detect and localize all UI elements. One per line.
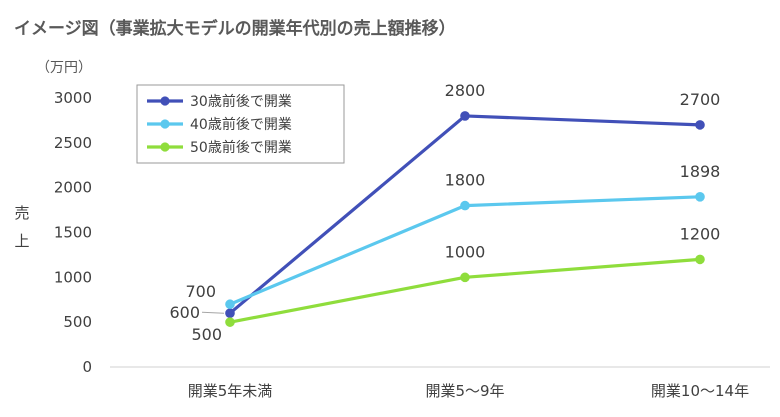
data-point <box>460 272 470 283</box>
legend: 30歳前後で開業 40歳前後で開業 50歳前後で開業 <box>136 84 345 164</box>
y-tick-label: 0 <box>82 358 92 376</box>
data-point <box>695 120 705 130</box>
data-point <box>695 192 705 202</box>
y-axis-label: 売上 <box>14 204 29 250</box>
chart-title: イメージ図（事業拡大モデルの開業年代別の売上額推移） <box>14 18 456 39</box>
x-category-label: 開業5年未満 <box>188 382 273 400</box>
y-tick-label: 500 <box>63 313 92 331</box>
axes: 0 500 1000 1500 2000 2500 3000 開業5年未満 開業5～9年 開業10… <box>54 89 770 400</box>
legend-marker <box>160 119 170 129</box>
y-axis-label-char: 売 <box>14 204 29 222</box>
data-point <box>225 308 235 319</box>
data-label: 1000 <box>445 242 486 261</box>
legend-entry: 30歳前後で開業 <box>190 93 292 110</box>
data-label: 1800 <box>445 171 486 190</box>
y-tick-label: 1500 <box>54 224 92 242</box>
data-label: 1200 <box>680 224 721 243</box>
leader-line <box>201 311 225 314</box>
data-point <box>460 111 470 121</box>
y-axis-label-char: 上 <box>14 232 29 250</box>
y-tick-label: 2000 <box>54 179 92 197</box>
series-group <box>225 111 705 327</box>
x-category-label: 開業10～14年 <box>651 382 749 400</box>
data-point <box>225 317 235 327</box>
data-point <box>695 254 705 265</box>
data-label: 1898 <box>680 162 721 181</box>
series-line <box>229 257 701 324</box>
y-tick-label: 2500 <box>54 134 92 152</box>
y-tick-label: 3000 <box>54 89 92 107</box>
data-label: 500 <box>191 325 222 344</box>
data-label: 600 <box>169 303 200 322</box>
y-tick-label: 1000 <box>54 268 92 286</box>
data-label: 2800 <box>445 81 486 100</box>
data-point <box>225 299 235 310</box>
legend-marker <box>160 142 170 152</box>
x-category-label: 開業5～9年 <box>425 382 504 400</box>
legend-marker <box>160 96 170 106</box>
data-point <box>460 200 470 211</box>
data-labels: 600 2800 2700 700 1800 1898 500 1000 1200 <box>169 81 720 344</box>
legend-entry: 50歳前後で開業 <box>190 139 292 156</box>
data-label: 700 <box>185 282 216 301</box>
data-label: 2700 <box>680 90 721 109</box>
legend-entry: 40歳前後で開業 <box>190 116 292 133</box>
unit-label: （万円） <box>36 60 92 76</box>
